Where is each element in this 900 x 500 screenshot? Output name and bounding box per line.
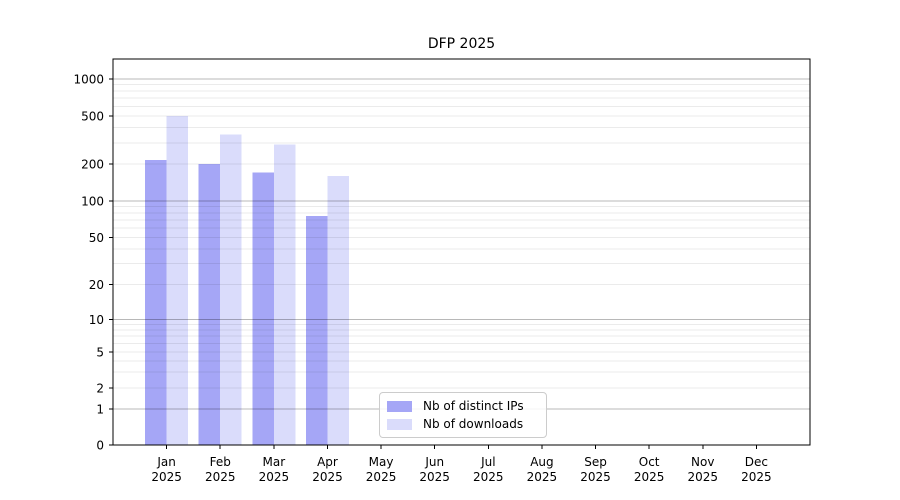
plot-frame bbox=[112, 58, 811, 446]
x-tick-label-year: 2025 bbox=[312, 470, 343, 484]
bar-jan-series1 bbox=[166, 116, 189, 445]
y-tick-label: 500 bbox=[81, 110, 104, 124]
x-tick-label-year: 2025 bbox=[259, 470, 290, 484]
x-tick-label-year: 2025 bbox=[634, 470, 665, 484]
chart-legend: Nb of distinct IPs Nb of downloads bbox=[379, 392, 547, 438]
x-tick-label-month: Nov bbox=[691, 455, 714, 469]
bar-feb-series0 bbox=[198, 164, 221, 445]
x-tick-label-month: Oct bbox=[639, 455, 660, 469]
x-tick-label-year: 2025 bbox=[205, 470, 236, 484]
x-tick-label-year: 2025 bbox=[366, 470, 397, 484]
y-tick-label: 1000 bbox=[73, 73, 104, 87]
x-tick-label-month: Jan bbox=[156, 455, 176, 469]
y-tick-label: 50 bbox=[89, 231, 104, 245]
x-tick-label-month: Jun bbox=[424, 455, 444, 469]
y-tick-label: 20 bbox=[89, 278, 104, 292]
x-tick-label-year: 2025 bbox=[151, 470, 182, 484]
legend-label: Nb of distinct IPs bbox=[423, 399, 524, 413]
legend-swatch-ips-icon bbox=[387, 401, 412, 412]
x-tick-label-year: 2025 bbox=[580, 470, 611, 484]
legend-item-downloads: Nb of downloads bbox=[387, 416, 538, 433]
legend-swatch-downloads-icon bbox=[387, 419, 412, 430]
x-tick-label-year: 2025 bbox=[419, 470, 450, 484]
bar-feb-series1 bbox=[220, 134, 242, 446]
bar-apr-series1 bbox=[327, 175, 349, 445]
x-tick-label-month: Apr bbox=[317, 455, 338, 469]
bar-jan-series0 bbox=[145, 160, 167, 445]
x-tick-label-year: 2025 bbox=[687, 470, 718, 484]
y-tick-label: 10 bbox=[89, 313, 104, 327]
y-tick-label: 0 bbox=[96, 439, 104, 453]
y-tick-label: 2 bbox=[96, 382, 104, 396]
y-tick-label: 100 bbox=[81, 195, 104, 209]
x-tick-label-year: 2025 bbox=[473, 470, 504, 484]
bar-mar-series1 bbox=[273, 144, 296, 446]
legend-item-distinct-ips: Nb of distinct IPs bbox=[387, 398, 538, 415]
x-tick-label-month: Mar bbox=[263, 455, 286, 469]
x-tick-label-month: Sep bbox=[584, 455, 607, 469]
x-tick-label-month: Feb bbox=[210, 455, 231, 469]
y-tick-label: 5 bbox=[96, 346, 104, 360]
x-tick-label-year: 2025 bbox=[741, 470, 772, 484]
y-tick-label: 1 bbox=[96, 403, 104, 417]
bar-apr-series0 bbox=[305, 216, 328, 445]
x-tick-label-month: May bbox=[369, 455, 394, 469]
bar-mar-series0 bbox=[252, 172, 274, 445]
chart-title: DFP 2025 bbox=[427, 36, 496, 52]
x-tick-label-month: Aug bbox=[530, 455, 553, 469]
y-tick-label: 200 bbox=[81, 158, 104, 172]
legend-label: Nb of downloads bbox=[423, 417, 524, 431]
x-tick-label-year: 2025 bbox=[527, 470, 558, 484]
x-tick-label-month: Jul bbox=[480, 455, 495, 469]
x-tick-label-month: Dec bbox=[745, 455, 768, 469]
